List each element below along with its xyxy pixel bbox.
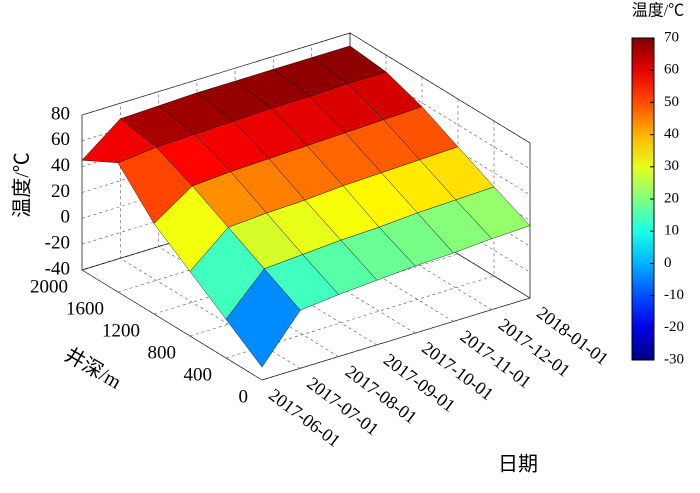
grid-line xyxy=(81,187,531,299)
y-tick-label: 2000 xyxy=(30,276,68,297)
z-tick-label: -20 xyxy=(45,233,70,254)
colorbar-tick-label: -30 xyxy=(664,351,684,367)
z-tick-label: -40 xyxy=(45,258,70,279)
y-tick-label: 0 xyxy=(239,386,249,407)
grid-line xyxy=(81,84,531,195)
y-axis-label: 井深/m xyxy=(61,343,126,394)
z-tick-label: 40 xyxy=(51,155,70,176)
colorbar-tick-label: 20 xyxy=(664,190,679,206)
colorbar-tick-label: -10 xyxy=(664,287,684,303)
y-tick-label: 800 xyxy=(148,342,177,363)
z-tick-label: 60 xyxy=(51,129,70,150)
y-tick-label: 400 xyxy=(184,364,213,385)
surface xyxy=(81,45,531,368)
colorbar-tick-label: 70 xyxy=(664,29,679,45)
colorbar-tick-label: 0 xyxy=(664,255,672,271)
grid-line xyxy=(81,58,531,170)
y-tick-label: 1600 xyxy=(66,298,104,319)
colorbar-tick-label: 50 xyxy=(664,94,679,110)
colorbar-tick-label: 60 xyxy=(664,62,679,78)
z-tick-label: 20 xyxy=(51,181,70,202)
colorbar-tick-label: 10 xyxy=(664,223,679,239)
surface-cell xyxy=(225,268,301,368)
colorbar-label: 温度/℃ xyxy=(632,2,684,20)
colorbar-tick-label: -20 xyxy=(664,319,684,335)
colorbar-tick-label: 40 xyxy=(664,126,679,142)
colorbar-tick-label: 30 xyxy=(664,158,679,174)
z-tick-label: 80 xyxy=(51,103,70,124)
z-tick-label: 0 xyxy=(61,207,71,228)
z-axis-label: 温度/℃ xyxy=(11,152,34,218)
grid-line xyxy=(81,32,531,144)
y-tick-label: 1200 xyxy=(102,320,140,341)
x-axis-label: 日期 xyxy=(498,454,538,476)
